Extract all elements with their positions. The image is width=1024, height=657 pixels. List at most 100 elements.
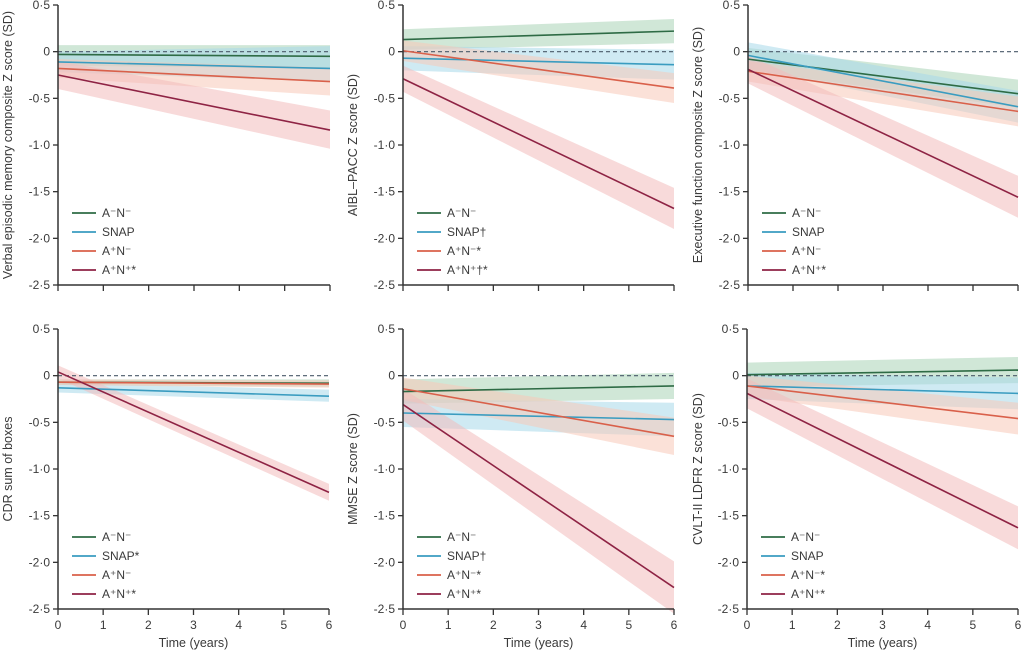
legend-label: A⁺N⁻: [102, 244, 131, 258]
ci-band-AposNpos: [748, 55, 1018, 218]
legend: A⁻N⁻ SNAP† A⁺N⁻* A⁺N⁺†*: [417, 206, 488, 277]
ci-band-AposNneg: [747, 375, 1018, 435]
y-tick-label: -1·5: [374, 509, 396, 523]
panel-3: 0·5 0 -0·5 -1·0 -1·5 -2·0 -2·5 Executive functi…: [691, 0, 1019, 292]
x-tick-label: 0: [55, 618, 62, 632]
ci-band-AnegNneg: [403, 19, 674, 50]
series-line-AposNneg: [57, 381, 330, 385]
series-line-AposNpos: [57, 74, 331, 131]
x-axis-title: Time (years): [848, 636, 918, 650]
y-tick-label: -1·0: [718, 462, 740, 476]
x-tick-label: 1: [789, 618, 796, 632]
series-line-SNAP: [402, 57, 675, 66]
panel-4: 0·5 0 -0·5 -1·0 -1·5 -2·0 -2·5 0 1 2 3 4 5 6 Time (yea…: [1, 322, 333, 650]
ci-band-AposNpos: [747, 378, 1018, 550]
legend: A⁻N⁻ SNAP A⁺N⁻ A⁺N⁺*: [72, 206, 136, 277]
legend-label: A⁺N⁻: [792, 244, 821, 258]
series-line-SNAP: [402, 412, 675, 421]
y-tick-label: -2·0: [719, 231, 741, 245]
y-tick-label: -1·0: [29, 138, 51, 152]
x-tick-label: 5: [280, 618, 287, 632]
legend: A⁻N⁻ SNAP A⁺N⁻* A⁺N⁺*: [761, 530, 825, 601]
x-tick-label: 1: [445, 618, 452, 632]
y-tick-label: -2·0: [29, 231, 51, 245]
legend-label: A⁺N⁺*: [102, 587, 136, 601]
y-tick-label: 0: [732, 369, 739, 383]
legend-label: A⁻N⁻: [792, 206, 821, 220]
y-tick-label: 0·5: [723, 0, 741, 12]
ci-band-AposNpos: [403, 65, 674, 230]
y-tick-label: -2·5: [374, 602, 396, 616]
y-tick-label: -2·0: [374, 231, 396, 245]
y-tick-label: 0·5: [33, 322, 51, 336]
y-axis-title: Executive function composite Z score (SD…: [691, 27, 705, 263]
series-line-AnegNneg: [747, 58, 1019, 95]
x-tick-label: 2: [834, 618, 841, 632]
panel-2: 0·5 0 -0·5 -1·0 -1·5 -2·0 -2·5 AIBL–PACC Z scor…: [346, 0, 675, 292]
x-axis-title: Time (years): [159, 636, 229, 650]
legend-label: SNAP*: [102, 549, 140, 563]
series-line-SNAP: [57, 387, 330, 397]
y-tick-label: -1·5: [29, 509, 51, 523]
y-tick-label: -2·0: [29, 555, 51, 569]
x-tick-label: 5: [969, 618, 976, 632]
series-line-AposNpos: [747, 68, 1019, 198]
series-line-AnegNneg: [402, 30, 675, 41]
series-line-AnegNneg: [57, 53, 331, 58]
legend-label: A⁺N⁻*: [447, 244, 481, 258]
y-tick-label: -2·5: [718, 602, 740, 616]
legend-label: A⁻N⁻: [791, 530, 820, 544]
legend-label: A⁺N⁺†*: [447, 263, 488, 277]
x-tick-label: 3: [879, 618, 886, 632]
legend: A⁻N⁻ SNAP† A⁺N⁻* A⁺N⁺*: [417, 530, 486, 601]
legend-label: A⁻N⁻: [447, 530, 476, 544]
y-tick-label: -1·0: [374, 462, 396, 476]
panel-5: 0·5 0 -0·5 -1·0 -1·5 -2·0 -2·5 0 1 2 3 4 5 6 Time (yea…: [346, 322, 678, 650]
x-tick-label: 6: [326, 618, 333, 632]
y-axis-title: Verbal episodic memory composite Z score…: [1, 11, 15, 279]
y-tick-label: -0·5: [718, 415, 740, 429]
y-tick-label: 0: [388, 369, 395, 383]
x-tick-label: 6: [1015, 618, 1022, 632]
x-axis-title: Time (years): [504, 636, 574, 650]
series-line-AposNneg: [746, 385, 1019, 420]
y-tick-label: -2·5: [374, 278, 396, 292]
x-tick-label: 3: [190, 618, 197, 632]
legend-label: SNAP: [102, 225, 135, 239]
y-tick-label: 0: [43, 45, 50, 59]
x-tick-label: 0: [744, 618, 751, 632]
y-tick-label: -1·0: [374, 138, 396, 152]
legend-label: A⁺N⁺*: [102, 263, 136, 277]
series-line-AnegNneg: [402, 385, 675, 393]
legend-label: SNAP: [791, 549, 824, 563]
ci-band-AposNneg: [748, 61, 1018, 127]
series-line-SNAP: [57, 61, 331, 70]
series-line-AposNneg: [57, 67, 331, 83]
x-tick-label: 3: [535, 618, 542, 632]
y-tick-label: -1·5: [719, 185, 741, 199]
legend-label: A⁻N⁻: [102, 530, 131, 544]
series-line-AposNneg: [402, 49, 675, 89]
y-tick-label: -2·5: [29, 602, 51, 616]
y-tick-label: 0: [733, 45, 740, 59]
panel-1: 0·5 0 -0·5 -1·0 -1·5 -2·0 -2·5 Verbal episodic …: [1, 0, 331, 292]
legend-label: SNAP: [792, 225, 825, 239]
x-tick-label: 0: [400, 618, 407, 632]
y-tick-label: 0·5: [378, 0, 396, 12]
y-axis-title: MMSE Z score (SD): [346, 413, 360, 525]
y-tick-label: 0: [388, 45, 395, 59]
x-tick-label: 4: [235, 618, 242, 632]
x-tick-label: 1: [100, 618, 107, 632]
y-tick-label: -1·5: [374, 185, 396, 199]
legend-label: A⁺N⁺*: [792, 263, 826, 277]
y-tick-label: -1·0: [29, 462, 51, 476]
ci-band-AposNneg: [58, 59, 330, 96]
x-tick-label: 4: [924, 618, 931, 632]
legend-label: A⁺N⁻: [102, 568, 131, 582]
y-axis-title: CDR sum of boxes: [1, 417, 15, 522]
y-tick-label: 0·5: [722, 322, 740, 336]
y-tick-label: -0·5: [29, 415, 51, 429]
y-tick-label: -1·5: [718, 509, 740, 523]
legend: A⁻N⁻ SNAP A⁺N⁻ A⁺N⁺*: [762, 206, 826, 277]
